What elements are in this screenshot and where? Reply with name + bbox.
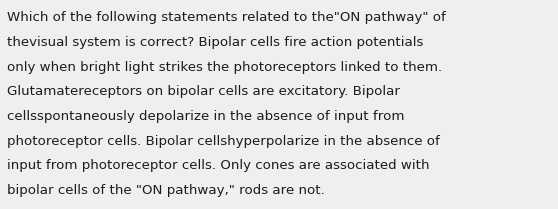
Text: Which of the following statements related to the"ON pathway" of: Which of the following statements relate… [7,11,446,24]
Text: bipolar cells of the "ON pathway," rods are not.: bipolar cells of the "ON pathway," rods … [7,184,325,197]
Text: only when bright light strikes the photoreceptors linked to them.: only when bright light strikes the photo… [7,61,442,74]
Text: Glutamatereceptors on bipolar cells are excitatory. Bipolar: Glutamatereceptors on bipolar cells are … [7,85,400,98]
Text: input from photoreceptor cells. Only cones are associated with: input from photoreceptor cells. Only con… [7,159,429,172]
Text: cellsspontaneously depolarize in the absence of input from: cellsspontaneously depolarize in the abs… [7,110,404,123]
Text: thevisual system is correct? Bipolar cells fire action potentials: thevisual system is correct? Bipolar cel… [7,36,423,49]
Text: photoreceptor cells. Bipolar cellshyperpolarize in the absence of: photoreceptor cells. Bipolar cellshyperp… [7,135,440,148]
